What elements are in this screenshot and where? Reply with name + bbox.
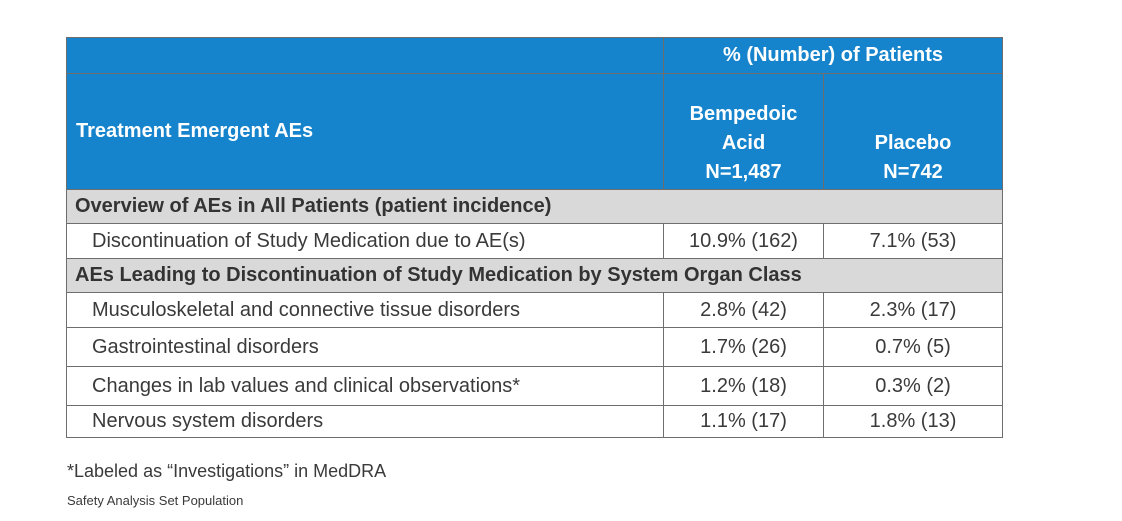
row-label: Changes in lab values and clinical obser… <box>66 366 664 406</box>
row-placebo-value: 7.1% (53) <box>823 223 1003 259</box>
header-bempedoic-line2: Acid <box>721 132 766 154</box>
table-row: Changes in lab values and clinical obser… <box>66 366 1003 406</box>
population-note: Safety Analysis Set Population <box>67 493 244 508</box>
row-placebo-value: 0.7% (5) <box>823 327 1003 367</box>
row-bempedoic-value: 10.9% (162) <box>663 223 824 259</box>
row-label: Gastrointestinal disorders <box>66 327 664 367</box>
row-bempedoic-value: 1.2% (18) <box>663 366 824 406</box>
header-placebo-n: N=742 <box>883 161 943 183</box>
header-corner-cell <box>66 37 664 74</box>
table-row: Discontinuation of Study Medication due … <box>66 223 1003 259</box>
ae-table: % (Number) of Patients Treatment Emergen… <box>66 37 1003 438</box>
table-row: Musculoskeletal and connective tissue di… <box>66 292 1003 328</box>
row-label: Nervous system disorders <box>66 405 664 438</box>
row-label: Discontinuation of Study Medication due … <box>66 223 664 259</box>
header-placebo-line1: Placebo <box>874 132 952 154</box>
header-treatment-emergent-aes: Treatment Emergent AEs <box>66 73 664 190</box>
table-row: Gastrointestinal disorders 1.7% (26) 0.7… <box>66 327 1003 367</box>
row-bempedoic-value: 2.8% (42) <box>663 292 824 328</box>
row-bempedoic-value: 1.1% (17) <box>663 405 824 438</box>
row-placebo-value: 1.8% (13) <box>823 405 1003 438</box>
row-bempedoic-value: 1.7% (26) <box>663 327 824 367</box>
row-placebo-value: 0.3% (2) <box>823 366 1003 406</box>
header-placebo: Placebo N=742 <box>823 73 1003 190</box>
header-bempedoic-n: N=1,487 <box>705 161 782 183</box>
row-placebo-value: 2.3% (17) <box>823 292 1003 328</box>
footnote: *Labeled as “Investigations” in MedDRA <box>67 461 387 481</box>
section-overview-title: Overview of AEs in All Patients (patient… <box>66 189 1003 224</box>
table-row: Nervous system disorders 1.1% (17) 1.8% … <box>66 405 1003 438</box>
header-group-label: % (Number) of Patients <box>663 37 1003 74</box>
section-soc-title: AEs Leading to Discontinuation of Study … <box>66 258 1003 293</box>
header-bempedoic-line1: Bempedoic <box>689 103 798 125</box>
row-label: Musculoskeletal and connective tissue di… <box>66 292 664 328</box>
header-bempedoic-acid: Bempedoic Acid N=1,487 <box>663 73 824 190</box>
